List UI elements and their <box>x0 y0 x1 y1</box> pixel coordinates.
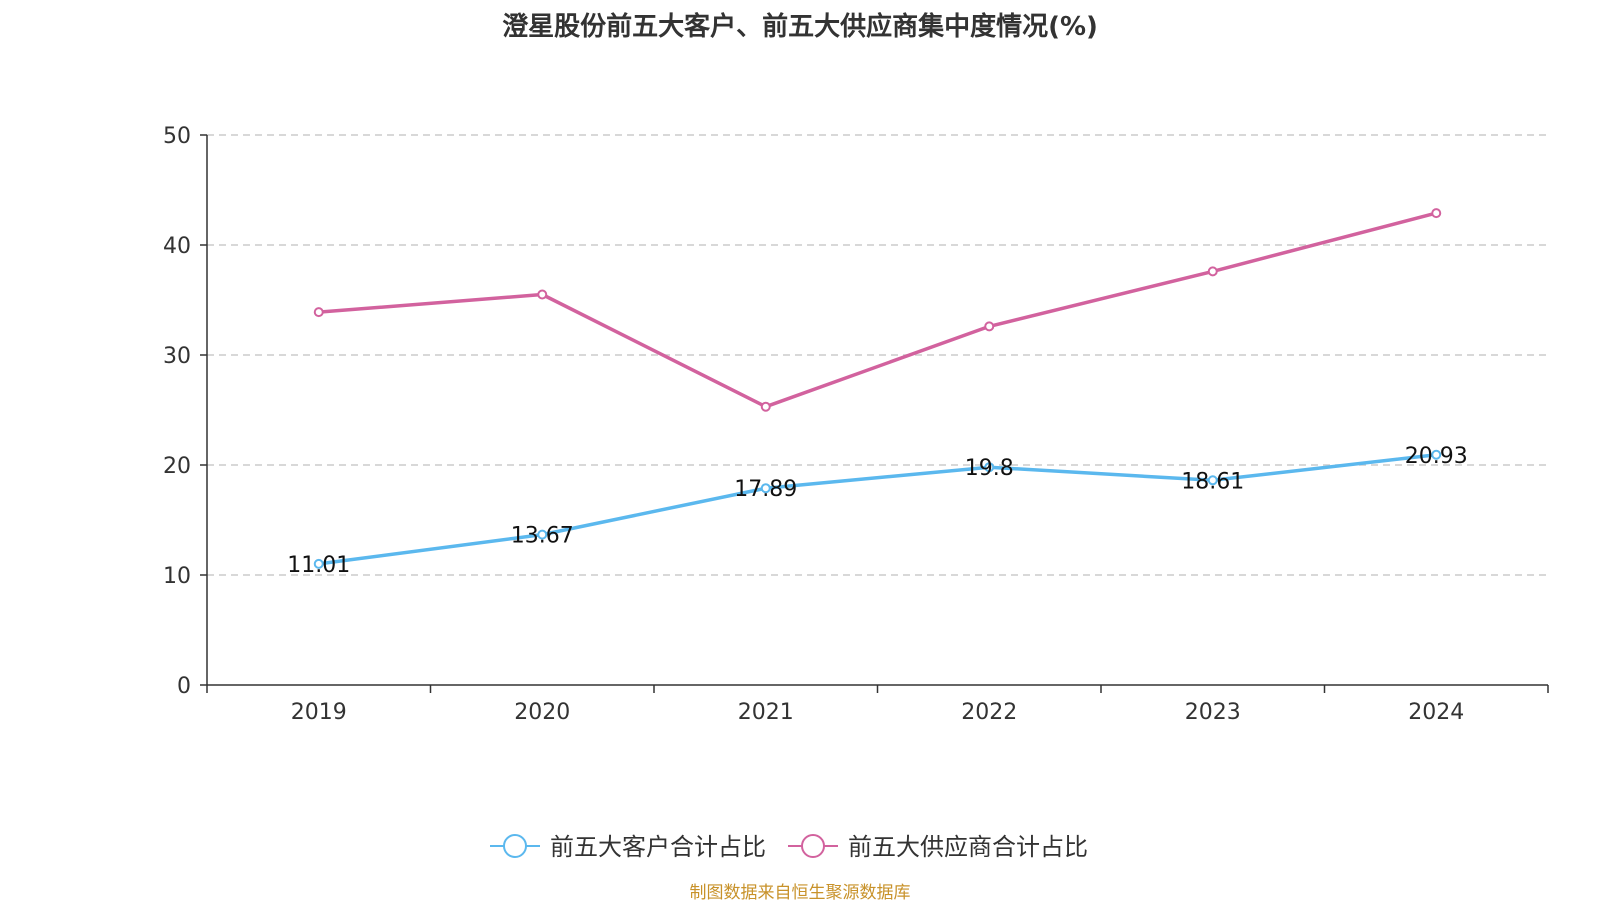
x-tick-label: 2023 <box>1185 700 1241 725</box>
y-tick-label: 50 <box>163 124 191 149</box>
legend-marker <box>801 834 825 858</box>
data-label: 13.67 <box>511 524 574 549</box>
y-tick-label: 0 <box>177 674 191 699</box>
x-tick-label: 2021 <box>738 700 794 725</box>
data-point <box>537 289 548 300</box>
data-point <box>537 529 548 540</box>
y-tick-label: 40 <box>163 234 191 259</box>
x-tick-label: 2020 <box>514 700 570 725</box>
data-point <box>1207 475 1218 486</box>
data-point <box>1431 208 1442 219</box>
y-tick-label: 20 <box>163 454 191 479</box>
legend-marker <box>503 834 527 858</box>
chart-title: 澄星股份前五大客户、前五大供应商集中度情况(%) <box>502 12 1098 42</box>
legend-label: 前五大供应商合计占比 <box>848 833 1088 861</box>
data-point <box>313 558 324 569</box>
data-label: 20.93 <box>1405 444 1468 469</box>
source-note: 制图数据来自恒生聚源数据库 <box>689 883 911 903</box>
data-label: 11.01 <box>287 553 350 578</box>
data-label: 17.89 <box>734 477 797 502</box>
series-line-1 <box>318 453 1437 566</box>
data-label: 19.8 <box>965 456 1014 481</box>
data-point <box>984 462 995 473</box>
x-tick-label: 2024 <box>1408 700 1464 725</box>
data-point <box>760 401 771 412</box>
data-point <box>984 321 995 332</box>
data-point <box>1207 266 1218 277</box>
x-tick-label: 2022 <box>961 700 1017 725</box>
x-tick-label: 2019 <box>291 700 347 725</box>
data-point <box>313 307 324 318</box>
y-tick-label: 10 <box>163 564 191 589</box>
data-label: 18.61 <box>1181 469 1244 494</box>
data-point <box>760 483 771 494</box>
legend-label: 前五大客户合计占比 <box>550 833 766 861</box>
y-tick-label: 30 <box>163 344 191 369</box>
data-point <box>1431 449 1442 460</box>
series-line-2 <box>318 211 1437 409</box>
